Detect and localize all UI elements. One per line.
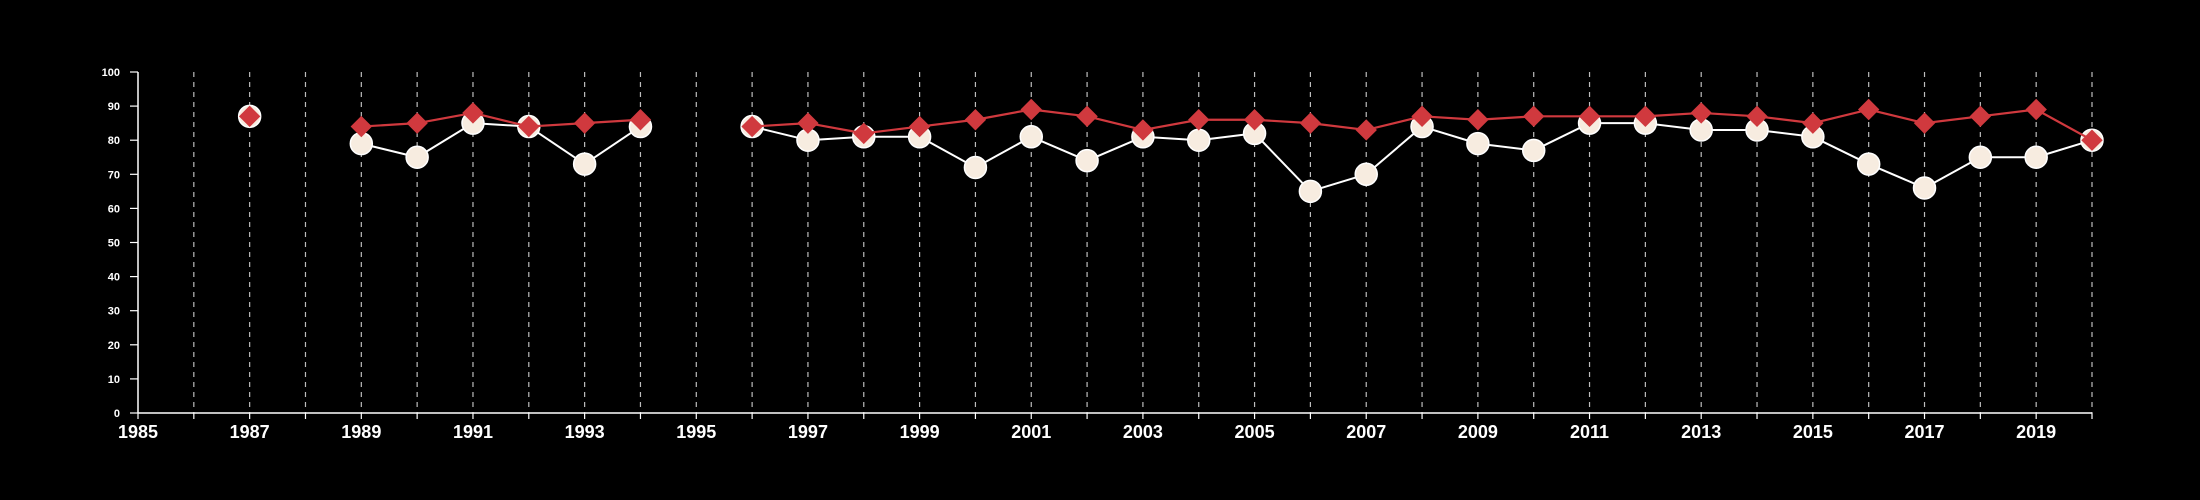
data-point-circle [1912,176,1937,200]
y-tick-label: 40 [108,272,120,284]
data-point-diamond [1913,112,1936,134]
y-tick-label: 30 [108,306,120,318]
x-tick-label: 2011 [1570,422,1609,442]
x-tick-label: 2017 [1904,422,1944,442]
data-point-diamond [2081,129,2103,151]
data-point-diamond [964,109,987,131]
y-tick-label: 50 [108,238,120,250]
data-point-diamond [2025,98,2047,121]
x-tick-label: 1997 [788,422,828,442]
x-tick-label: 1991 [453,422,493,442]
data-point-circle [1298,179,1323,204]
x-tick-label: 1993 [565,422,605,442]
data-point-diamond [797,112,819,134]
y-tick-label: 100 [102,67,120,79]
data-point-diamond [1969,105,1992,128]
x-tick-label: 2003 [1123,422,1163,442]
y-tick-label: 60 [108,203,120,215]
data-point-diamond [1746,105,1768,128]
data-point-diamond [908,115,931,138]
data-point-diamond [629,109,652,131]
data-point-circle [1466,131,1490,156]
data-point-diamond [741,115,763,138]
x-tick-label: 1987 [230,422,270,442]
data-point-diamond [1020,98,1042,121]
data-point-diamond [853,122,875,145]
y-tick-label: 20 [108,340,120,352]
y-tick-label: 0 [114,408,120,420]
series-diamond [238,98,2103,151]
data-point-diamond [350,115,373,138]
data-point-diamond [1523,105,1545,128]
y-tick-label: 80 [108,135,120,147]
data-point-circle [1019,125,1044,149]
data-point-diamond [518,115,540,138]
data-point-diamond [462,102,484,124]
y-tick-label: 90 [108,101,120,113]
data-point-diamond [1243,109,1266,131]
data-point-diamond [1690,102,1712,124]
data-point-diamond [1132,119,1154,141]
x-tick-label: 1999 [900,422,940,442]
data-point-diamond [573,112,596,134]
x-tick-label: 1989 [341,422,381,442]
x-tick-label: 2015 [1793,422,1833,442]
data-point-circle [1856,152,1881,176]
data-point-circle [405,145,429,169]
data-point-diamond [1411,105,1433,128]
y-tick-label: 70 [108,169,120,181]
data-point-diamond [1076,105,1098,128]
axes: 0 10 20 30 40 50 60 70 80 90 100 1985 1987 1989 1991 19… [102,67,2093,442]
series-line [361,122,642,166]
data-point-circle [572,152,597,176]
x-tick-label: 2001 [1011,422,1051,442]
data-point-circle [1968,145,1993,169]
data-point-circle [2024,145,2048,169]
data-point-circle [963,155,988,180]
x-tick-label: 2009 [1458,422,1498,442]
x-tick-label: 2007 [1346,422,1386,442]
data-point-circle [1521,138,1546,163]
data-point-diamond [406,112,428,134]
x-tick-label: 1985 [118,422,158,442]
x-tick-label: 2005 [1235,422,1275,442]
grid-lines [193,72,2093,413]
x-tick-label: 2019 [2016,422,2056,442]
data-point-diamond [1634,105,1657,128]
data-point-diamond [238,105,261,128]
data-point-diamond [1299,112,1322,134]
data-point-diamond [1467,109,1489,131]
data-point-circle [1354,162,1378,187]
data-point-diamond [1802,112,1824,134]
data-point-diamond [1578,105,1601,128]
data-point-circle [1075,148,1099,173]
data-series [237,98,2104,204]
data-point-diamond [1188,109,1210,131]
data-point-circle [1186,128,1211,152]
x-tick-label: 2013 [1681,422,1721,442]
x-tick-label: 1995 [676,422,716,442]
data-point-diamond [1355,119,1377,141]
data-point-diamond [1857,98,1880,121]
y-tick-label: 10 [108,374,120,386]
